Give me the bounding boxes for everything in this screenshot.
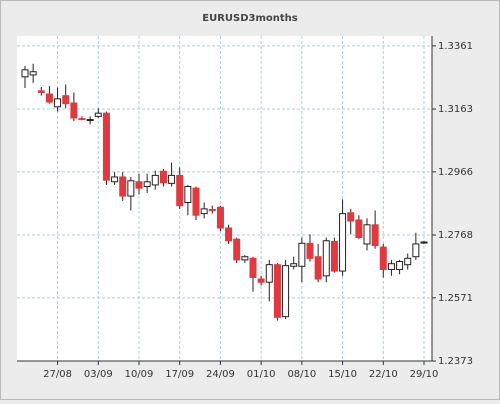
candle-body: [21, 69, 29, 78]
candle-body: [29, 71, 37, 76]
candle-body: [363, 224, 371, 245]
candle-body: [330, 240, 338, 272]
candle-body: [111, 176, 119, 183]
candle-body: [54, 98, 62, 108]
candle-body: [404, 257, 412, 266]
candle-body: [347, 212, 355, 222]
y-tick-label: 1.2373: [438, 356, 473, 367]
x-tick-label: 22/10: [369, 369, 398, 380]
candle-body: [192, 187, 200, 216]
x-tick-label: 08/10: [287, 369, 316, 380]
candle-body: [371, 224, 379, 247]
candle-body: [94, 112, 102, 117]
candle-body: [298, 242, 306, 267]
candle-body: [143, 181, 151, 188]
candle-body: [273, 264, 281, 318]
candle-body: [420, 241, 428, 244]
candle-body: [306, 242, 314, 259]
candle-body: [314, 256, 322, 280]
candle-body: [102, 112, 110, 181]
candle-body: [127, 180, 135, 197]
y-tick-label: 1.3163: [438, 104, 473, 115]
candle-body: [396, 260, 404, 270]
x-tick-label: 27/08: [43, 369, 72, 380]
candle-body: [119, 176, 127, 197]
candle-body: [135, 181, 143, 189]
x-tick-label: 10/09: [125, 369, 154, 380]
x-tick-label: 15/10: [328, 369, 357, 380]
candle-body: [62, 95, 70, 105]
candle-body: [159, 170, 167, 184]
candle-body: [216, 206, 224, 229]
candle-body: [322, 240, 330, 277]
candle-body: [257, 278, 265, 283]
y-tick-label: 1.2571: [438, 293, 473, 304]
y-tick-label: 1.2768: [438, 230, 473, 241]
candle-body: [176, 174, 184, 207]
candle-body: [184, 186, 192, 203]
candle-body: [412, 243, 420, 258]
x-tick-label: 03/09: [84, 369, 113, 380]
candle-body: [200, 208, 208, 215]
candle-body: [70, 102, 78, 119]
x-tick-label: 24/09: [206, 369, 235, 380]
candle-body: [355, 219, 363, 239]
candle-body: [86, 119, 94, 122]
x-tick-label: 01/10: [247, 369, 276, 380]
candle-body: [241, 256, 249, 261]
candle-body: [233, 238, 241, 261]
candle-body: [225, 227, 233, 242]
candle-body: [379, 246, 387, 270]
chart-title: EURUSD3months: [202, 13, 298, 24]
candle-body: [282, 265, 290, 318]
candle-body: [151, 174, 159, 186]
candle-body: [78, 118, 86, 121]
candle-body: [387, 263, 395, 270]
candle-body: [45, 93, 53, 103]
y-tick-label: 1.2966: [438, 167, 473, 178]
x-tick-label: 29/10: [410, 369, 439, 380]
candle-body: [265, 264, 273, 283]
plot-area: [17, 36, 432, 361]
candle-body: [37, 90, 45, 93]
candle-body: [339, 213, 347, 272]
candle-body: [168, 174, 176, 184]
candle-body: [290, 263, 298, 267]
candle-body: [208, 209, 216, 212]
y-tick-label: 1.3361: [438, 41, 473, 52]
candle-body: [249, 257, 257, 278]
x-tick-label: 17/09: [165, 369, 194, 380]
